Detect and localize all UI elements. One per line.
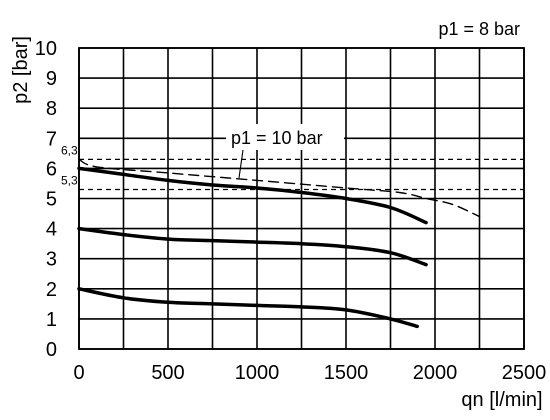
plot-frame [78,47,525,350]
y-tick-label: 5 [46,189,57,211]
reference-line-label: 6,3 [61,143,78,157]
annotation-leader [238,149,244,179]
chart-title: p1 = 8 bar [438,19,520,39]
series-line-2 [77,226,428,267]
x-tick-label: 2500 [502,362,547,384]
series-line-3 [77,287,419,329]
y-tick-label: 4 [46,219,57,241]
x-tick-label: 0 [73,362,84,384]
x-axis-label: qn [l/min] [461,389,542,411]
series-lines [77,158,481,329]
x-tick-label: 2000 [413,362,458,384]
y-tick-label: 8 [46,98,57,120]
grid [78,47,525,350]
series-line-1 [77,166,428,225]
x-tick-label: 500 [151,362,184,384]
y-tick-label: 6 [46,158,57,180]
y-tick-label: 1 [46,309,57,331]
reference-lines [79,158,524,191]
annotation-background [226,124,344,150]
reference-line-label: 5,3 [61,173,78,187]
y-tick-label: 2 [46,279,57,301]
x-tick-label: 1000 [235,362,280,384]
annotation-label: p1 = 10 bar [231,128,323,148]
y-tick-label: 0 [46,339,57,361]
y-tick-label: 10 [35,38,57,60]
y-tick-label: 9 [46,68,57,90]
series-line-p1-10bar [78,158,481,218]
y-tick-label: 7 [46,128,57,150]
labels: 6,3 5,3 0 500 1000 1500 2000 2500 0 1 2 3 4 5 6 7 8 9 10 qn… [10,19,546,411]
x-tick-label: 1500 [324,362,369,384]
y-axis-label: p2 [bar] [10,36,32,104]
y-tick-label: 3 [46,249,57,271]
